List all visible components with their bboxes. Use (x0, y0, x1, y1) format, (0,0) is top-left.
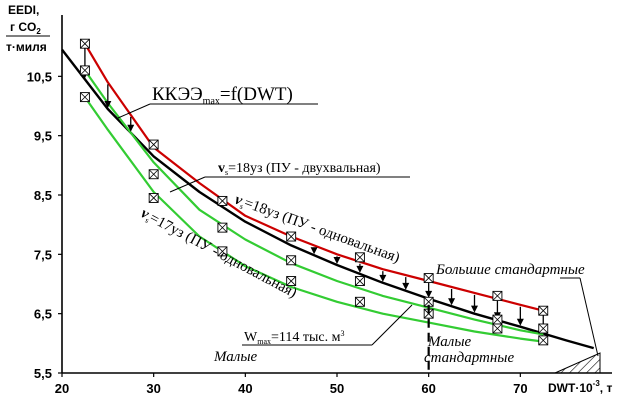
y-tick-label: 5,5 (34, 366, 52, 381)
data-point-marker (538, 323, 549, 334)
y-label-line2: г CO2 (10, 20, 41, 36)
y-tick-label: 6,5 (34, 307, 52, 322)
formula-label: ККЭЭmax=f(DWT) (152, 84, 293, 107)
data-point-marker (148, 169, 159, 180)
data-point-marker (492, 323, 503, 334)
x-tick-label: 50 (330, 381, 344, 396)
data-point-marker (217, 195, 228, 206)
reduction-arrowhead (402, 282, 410, 290)
reduction-arrowhead (356, 265, 364, 273)
reduction-arrowhead (471, 305, 478, 313)
twin-shaft-18-label: vs=18уз (ПУ - двухвальная) (218, 161, 381, 177)
series-line-2 (83, 69, 544, 336)
formula-leader (117, 103, 151, 119)
data-point-marker (286, 255, 297, 266)
data-point-marker (148, 139, 159, 150)
x-axis-label: DWT·10-3, т (548, 379, 612, 395)
data-point-marker (217, 246, 228, 257)
hatched-region (554, 352, 601, 374)
y-label-line3: т·миля (6, 40, 47, 54)
data-point-marker (79, 65, 90, 76)
y-tick-label: 10,5 (27, 69, 52, 84)
data-point-marker (423, 273, 434, 284)
x-tick-label: 20 (55, 381, 69, 396)
region-small-standard-label-1: Малые (427, 334, 471, 350)
wmax-leader (371, 304, 413, 346)
series-line-0 (61, 48, 595, 350)
y-label-line1: EEDI, (8, 3, 39, 17)
reduction-arrowhead (333, 257, 341, 265)
data-point-marker (492, 314, 503, 325)
data-point-marker (79, 92, 90, 103)
series-line-1 (83, 43, 544, 312)
reduction-arrowhead (379, 274, 387, 282)
data-point-marker (79, 38, 90, 49)
y-tick-label: 8,5 (34, 188, 52, 203)
data-point-marker (354, 296, 365, 307)
y-tick-label: 9,5 (34, 129, 52, 144)
series-line-3 (83, 96, 544, 343)
data-point-marker (354, 276, 365, 286)
data-point-marker (538, 305, 549, 316)
reduction-arrowhead (448, 298, 456, 306)
reduction-arrowhead (310, 247, 318, 255)
data-point-marker (286, 231, 297, 242)
data-point-marker (286, 276, 297, 286)
twin-shaft-leader-2 (169, 176, 206, 193)
data-point-marker (492, 290, 503, 301)
tick-layer: 20 30 40 50 60 70 5,5 6,5 7,5 8,5 9,5 10,5 (27, 69, 528, 396)
data-point-marker (354, 252, 365, 263)
region-large-standard-label: Большие стандартные (435, 262, 585, 278)
reduction-arrowhead (425, 290, 433, 298)
wmax-label: Wmax=114 тыс. м3 (244, 329, 344, 346)
x-tick-label: 30 (146, 381, 160, 396)
large-standard-leader-2 (579, 277, 599, 357)
data-point-marker (217, 222, 228, 233)
reduction-arrowhead (127, 124, 135, 132)
data-point-marker (538, 335, 549, 346)
y-tick-label: 7,5 (34, 247, 52, 262)
region-small-standard-label-2: стандартные (424, 350, 514, 366)
x-tick-label: 60 (421, 381, 435, 396)
series-layer (61, 43, 595, 350)
region-small-label: Малые (213, 349, 257, 365)
x-tick-label: 70 (513, 381, 527, 396)
x-tick-label: 40 (238, 381, 252, 396)
marker-layer (79, 38, 549, 346)
reduction-arrowhead (516, 318, 524, 326)
reduction-arrowhead (104, 100, 112, 108)
data-point-marker (148, 193, 159, 203)
